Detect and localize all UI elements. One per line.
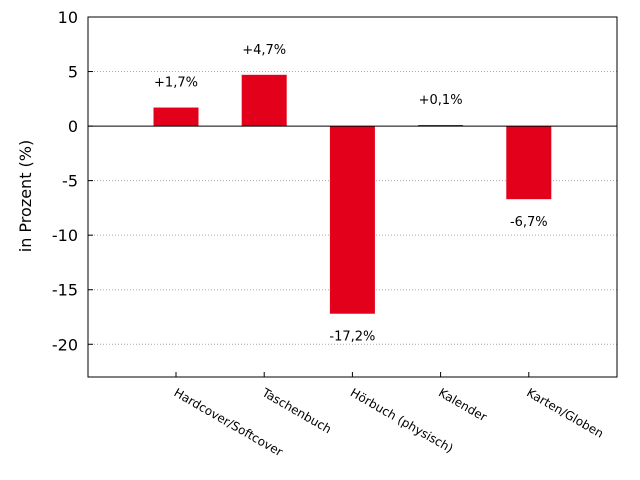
bar [153, 107, 199, 127]
y-tick-label: -10 [52, 226, 78, 245]
data-label: +4,7% [242, 43, 286, 58]
y-tick-label: -5 [62, 172, 78, 191]
data-label: +1,7% [154, 76, 198, 91]
data-label: +0,1% [419, 93, 463, 108]
bar [418, 125, 464, 127]
x-tick-label: Taschenbuch [259, 385, 334, 436]
data-label: -6,7% [510, 215, 548, 230]
y-tick-label: 10 [58, 8, 78, 27]
y-tick-label: 0 [68, 117, 78, 136]
y-tick-label: 5 [68, 63, 78, 82]
data-labels: +1,7% +4,7% -17,2% +0,1% -6,7% [154, 43, 548, 345]
y-axis-ticks: 10 5 0 -5 -10 -15 -20 [52, 8, 93, 354]
y-tick-label: -15 [52, 281, 78, 300]
bar [241, 74, 287, 127]
bar [329, 126, 375, 314]
bar [506, 126, 552, 200]
bars [153, 74, 552, 314]
x-tick-label: Karten/Globen [524, 385, 606, 440]
x-tick-label: Kalender [436, 385, 489, 424]
data-label: -17,2% [329, 330, 375, 345]
y-tick-label: -20 [52, 335, 78, 354]
y-axis-title: in Prozent (%) [16, 140, 35, 252]
